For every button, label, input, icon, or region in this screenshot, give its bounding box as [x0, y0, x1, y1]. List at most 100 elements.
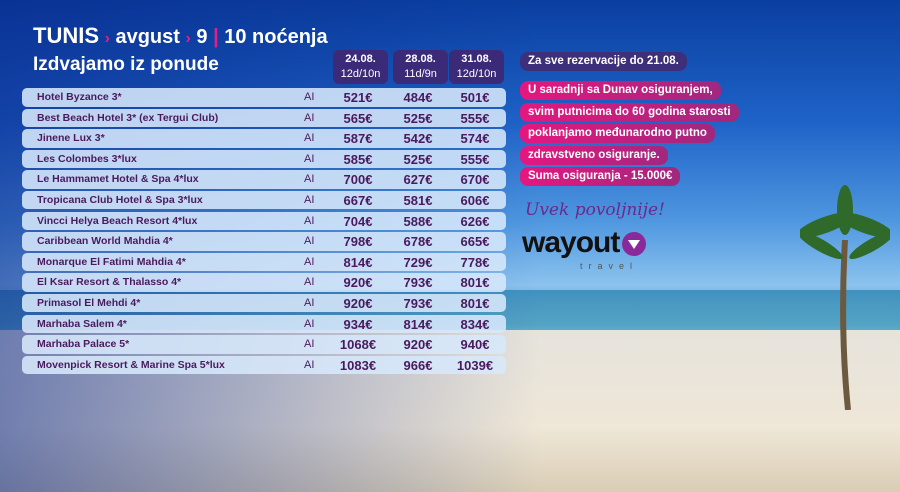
date-header: 28.08. 11d/9n — [393, 50, 448, 84]
price: 778€ — [460, 254, 490, 270]
table-row: Vincci Helya Beach Resort 4*lux AI 704€ 588… — [22, 211, 506, 231]
price: 704€ — [343, 213, 373, 229]
page-title: TUNIS › avgust › 9 | 10 noćenja — [33, 23, 328, 49]
subtitle: Izdvajamo iz ponude — [33, 54, 219, 75]
price: 587€ — [343, 131, 373, 147]
table-row: Marhaba Palace 5* AI 1068€ 920€ 940€ — [22, 335, 506, 354]
wayout-logo: wayout — [522, 228, 647, 258]
price: 798€ — [343, 234, 373, 250]
price: 521€ — [343, 90, 373, 105]
promo-line: zdravstveno osiguranje. — [520, 145, 668, 165]
board-type: AI — [304, 111, 315, 124]
price: 940€ — [460, 337, 490, 353]
price: 834€ — [460, 316, 490, 332]
hotel-name: Primasol El Mehdi 4* — [37, 296, 141, 309]
price: 814€ — [343, 254, 373, 270]
promo-line: Suma osiguranja - 15.000€ — [520, 167, 681, 186]
hotel-name: Marhaba Palace 5* — [37, 338, 130, 351]
hotel-name: Les Colombes 3*lux — [37, 152, 137, 165]
hotel-name: Monarque El Fatimi Mahdia 4* — [37, 255, 186, 268]
table-row: Tropicana Club Hotel & Spa 3*lux AI 667€ 58… — [22, 190, 506, 210]
table-row: Primasol El Mehdi 4* AI 920€ 793€ 801€ — [22, 293, 506, 313]
price: 542€ — [403, 131, 433, 147]
date-header: 31.08. 12d/10n — [449, 50, 504, 84]
board-type: AI — [304, 214, 315, 227]
hotel-name: Caribbean World Mahdia 4* — [37, 235, 173, 248]
board-type: AI — [304, 296, 315, 309]
hotel-name: Vincci Helya Beach Resort 4*lux — [37, 214, 198, 227]
price: 606€ — [460, 192, 490, 208]
board-type: AI — [304, 255, 315, 268]
hotel-name: Jinene Lux 3* — [37, 132, 105, 145]
promo-line: poklanjamo međunarodno putno — [520, 124, 715, 143]
hotel-name: Movenpick Resort & Marine Spa 5*lux — [37, 358, 225, 371]
price: 678€ — [403, 234, 433, 250]
date-header: 24.08. 12d/10n — [333, 50, 388, 84]
table-row: El Ksar Resort & Thalasso 4* AI 920€ 793€ 80… — [22, 273, 506, 292]
table-row: Le Hammamet Hotel & Spa 4*lux AI 700€ 627€ 6… — [22, 170, 506, 189]
price: 484€ — [403, 90, 433, 105]
price: 585€ — [343, 151, 373, 167]
price: 920€ — [403, 337, 433, 353]
board-type: AI — [304, 152, 315, 165]
price: 627€ — [403, 172, 433, 188]
promo-line: svim putnicima do 60 godina starosti — [520, 102, 739, 122]
board-type: AI — [304, 235, 315, 248]
board-type: AI — [304, 276, 315, 289]
table-row: Marhaba Salem 4* AI 934€ 814€ 834€ — [22, 314, 506, 334]
price: 665€ — [460, 234, 490, 250]
price-table: Hotel Byzance 3* AI 521€ 484€ 501€ Best Beach… — [22, 88, 506, 376]
hotel-name: Tropicana Club Hotel & Spa 3*lux — [37, 193, 203, 206]
table-row: Movenpick Resort & Marine Spa 5*lux AI 108… — [22, 355, 506, 375]
table-row: Caribbean World Mahdia 4* AI 798€ 678€ 665€ — [22, 232, 506, 251]
board-type: AI — [304, 358, 315, 371]
logo-icon — [622, 232, 647, 257]
price: 801€ — [460, 275, 490, 291]
board-type: AI — [304, 132, 315, 145]
hotel-name: Best Beach Hotel 3* (ex Tergui Club) — [37, 111, 219, 124]
deadline-badge: Za sve rezervacije do 21.08. — [520, 52, 687, 71]
logo-subtitle: travel — [580, 261, 639, 271]
price: 670€ — [460, 172, 490, 188]
price: 1068€ — [339, 337, 377, 353]
price: 588€ — [403, 213, 433, 229]
price: 934€ — [343, 316, 373, 332]
price: 801€ — [460, 295, 490, 311]
table-row: Jinene Lux 3* AI 587€ 542€ 574€ — [22, 129, 506, 148]
price: 793€ — [403, 275, 433, 291]
price: 920€ — [343, 295, 373, 311]
price: 626€ — [460, 213, 490, 229]
hotel-name: Hotel Byzance 3* — [37, 91, 122, 103]
price: 966€ — [403, 357, 433, 373]
price: 920€ — [343, 275, 373, 291]
price: 501€ — [460, 90, 490, 105]
price: 793€ — [403, 295, 433, 311]
table-row: Les Colombes 3*lux AI 585€ 525€ 555€ — [22, 149, 506, 169]
price: 729€ — [403, 254, 433, 270]
board-type: AI — [304, 91, 315, 103]
board-type: AI — [304, 193, 315, 206]
price: 700€ — [343, 172, 373, 188]
hotel-name: Le Hammamet Hotel & Spa 4*lux — [37, 173, 199, 186]
board-type: AI — [304, 173, 315, 186]
price: 1039€ — [456, 357, 494, 373]
price: 814€ — [403, 316, 433, 332]
slogan: Uvek povoljnije! — [525, 200, 665, 220]
table-row: Hotel Byzance 3* AI 521€ 484€ 501€ — [22, 88, 506, 107]
promo-line: U saradnji sa Dunav osiguranjem, — [520, 81, 721, 100]
price: 1083€ — [339, 357, 377, 373]
price: 574€ — [460, 131, 490, 147]
palm-tree-image — [800, 185, 890, 410]
price: 555€ — [460, 110, 490, 126]
price: 581€ — [403, 192, 433, 208]
table-row: Best Beach Hotel 3* (ex Tergui Club) AI 56… — [22, 108, 506, 128]
price: 667€ — [343, 192, 373, 208]
table-row: Monarque El Fatimi Mahdia 4* AI 814€ 729€ 77… — [22, 252, 506, 272]
board-type: AI — [304, 317, 315, 330]
price: 525€ — [403, 110, 433, 126]
board-type: AI — [304, 338, 315, 351]
price: 525€ — [403, 151, 433, 167]
price: 555€ — [460, 151, 490, 167]
hotel-name: El Ksar Resort & Thalasso 4* — [37, 276, 182, 289]
price: 565€ — [343, 110, 373, 126]
